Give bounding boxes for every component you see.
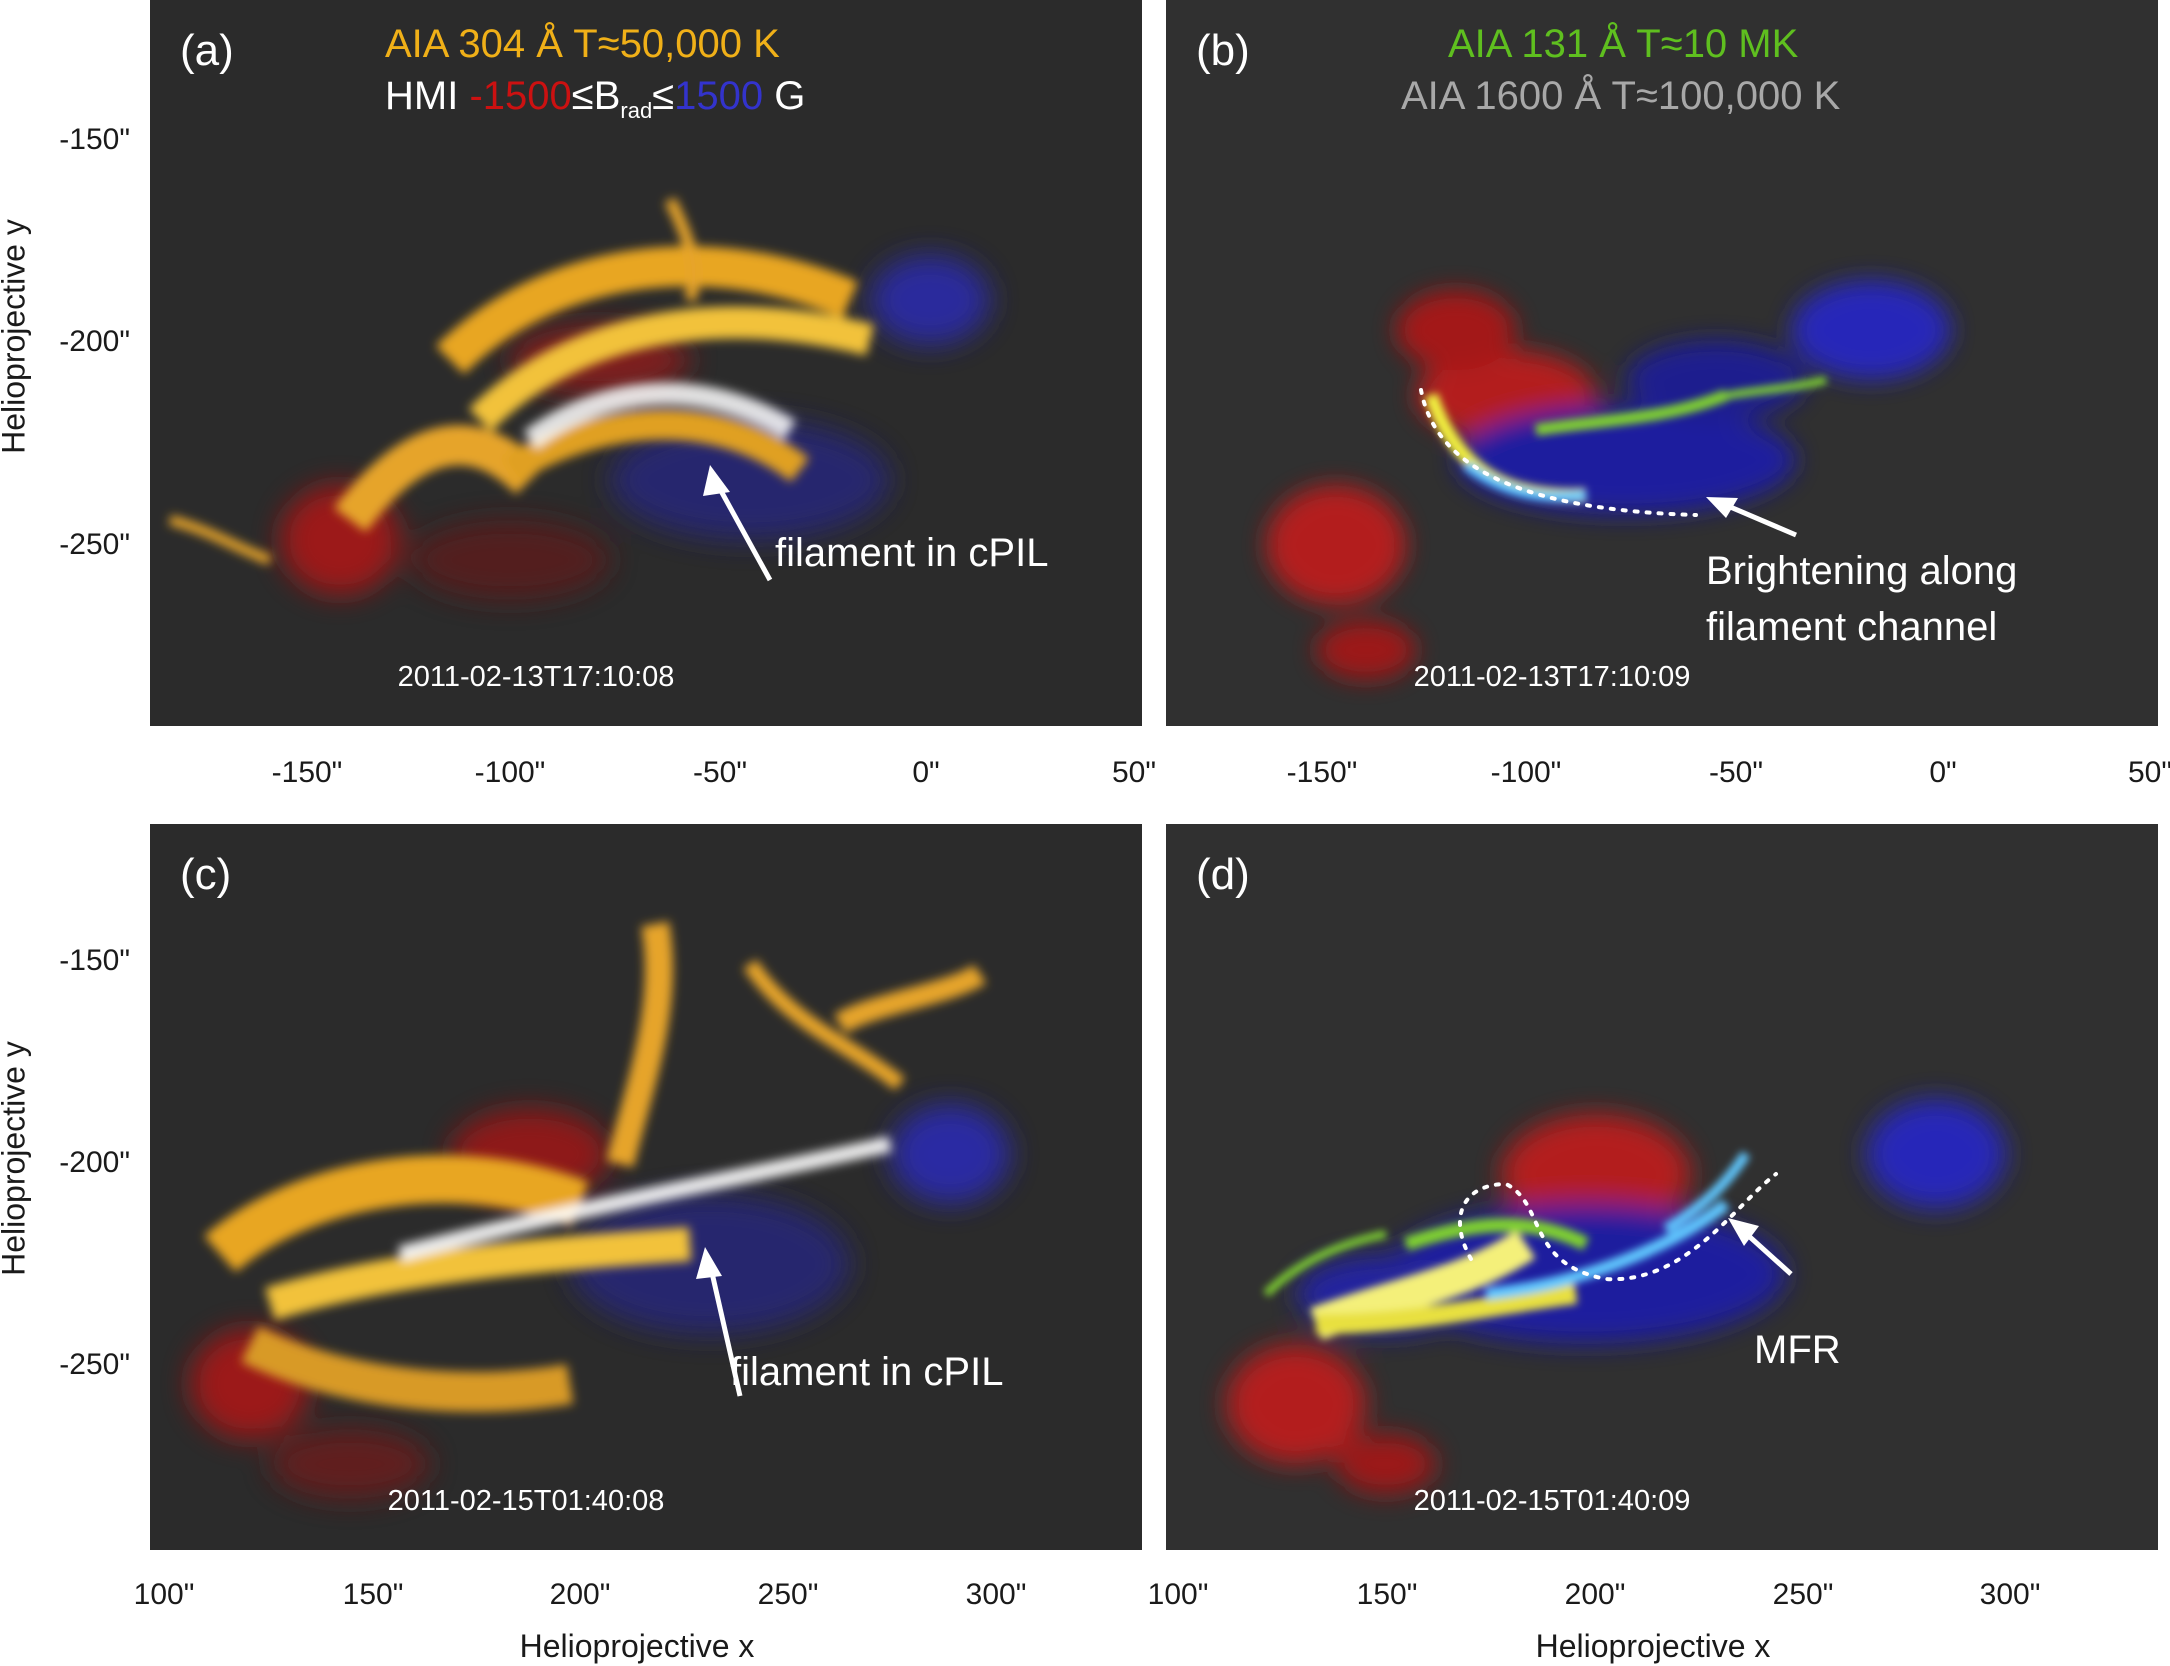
x-tick-label: 50" [1111,756,1157,789]
annotation-filament: filament in cPIL [775,531,1049,575]
x-axis-title: Helioprojective x [519,1628,755,1664]
panel-c-image [150,824,1142,1550]
arrow-icon [707,1263,743,1397]
dotted-outline [1419,388,1698,517]
y-tick-label: -250" [59,1348,130,1381]
arrow-icon [1720,500,1797,538]
annotation-filament: filament in cPIL [730,1350,1004,1394]
x-tick-label: 300" [965,1578,1027,1611]
timestamp: 2011-02-13T17:10:09 [1413,661,1691,693]
y-axis-title: Helioprojective y [0,219,32,454]
y-tick-label: -200" [59,1146,130,1179]
legend-hmi-le1: ≤B [571,74,621,118]
panel-b-image [1166,0,2158,726]
x-tick-label: 150" [342,1578,404,1611]
timestamp: 2011-02-13T17:10:08 [397,661,675,693]
x-tick-label: 300" [1979,1578,2041,1611]
y-tick-label: -250" [59,528,130,561]
x-tick-label: 200" [1564,1578,1626,1611]
x-tick-label: 100" [133,1578,195,1611]
x-tick-label: 100" [1147,1578,1209,1611]
x-tick-label: 250" [757,1578,819,1611]
x-tick-label: 200" [549,1578,611,1611]
x-tick-label: -150" [1286,756,1358,789]
panel-a-image [150,0,1142,726]
x-tick-label: -50" [692,756,747,789]
legend-aia131: AIA 131 Å T≈10 MK [1448,22,1799,66]
panel-label: (a) [180,26,234,75]
panel-label: (d) [1196,850,1250,899]
annotation-line-1: Brightening along [1706,549,2018,593]
timestamp: 2011-02-15T01:40:09 [1413,1485,1691,1517]
y-tick-label: -150" [59,123,130,156]
annotation-mfr: MFR [1754,1328,1841,1372]
x-tick-label: 0" [1929,756,1957,789]
panel-label: (c) [180,850,232,899]
panel-d-image [1166,824,2158,1550]
arrow-head-icon [1728,1218,1759,1246]
annotation-brightening: Brightening along filament channel [1706,543,2017,655]
y-tick-label: -200" [59,325,130,358]
legend-hmi-positive: 1500 [674,74,764,118]
timestamp: 2011-02-15T01:40:08 [387,1485,665,1517]
legend-hmi-le2: ≤ [652,74,675,118]
x-axis-title: Helioprojective x [1535,1628,1771,1664]
x-tick-label: -100" [1490,756,1562,789]
legend-hmi-negative: -1500 [469,74,572,118]
x-tick-label: -150" [271,756,343,789]
legend-aia304: AIA 304 Å T≈50,000 K [385,22,780,66]
legend-aia1600: AIA 1600 Å T≈100,000 K [1401,74,1841,118]
arrow-head-icon [1706,497,1738,518]
x-tick-label: 50" [2127,756,2170,789]
x-tick-label: -50" [1708,756,1763,789]
arrow-head-icon [696,1247,722,1279]
dotted-outline [1458,1172,1778,1282]
arrow-head-icon [703,465,730,496]
y-axis-title: Helioprojective y [0,1041,32,1276]
y-tick-label: -150" [59,944,130,977]
x-tick-label: 0" [912,756,940,789]
panel-c: (c) filament in cPIL 2011-02-15T01:40:08 [150,824,1142,1550]
panel-b: (b) AIA 131 Å T≈10 MK AIA 1600 Å T≈100,0… [1166,0,2158,726]
legend-hmi-prefix: HMI [385,74,470,118]
x-tick-label: -100" [474,756,546,789]
legend-hmi-unit: G [763,74,806,118]
x-tick-label: 150" [1356,1578,1418,1611]
panel-label: (b) [1196,26,1250,75]
legend-hmi-sub: rad [620,98,653,123]
x-tick-label: 250" [1772,1578,1834,1611]
panel-a: (a) AIA 304 Å T≈50,000 K HMI -1500≤Brad≤… [150,0,1142,726]
annotation-line-2: filament channel [1706,605,1998,649]
panel-d: (d) MFR 2011-02-15T01:40:09 [1166,824,2158,1550]
arrow-icon [712,478,773,582]
legend-hmi: HMI -1500≤Brad≤1500 G [385,74,805,124]
